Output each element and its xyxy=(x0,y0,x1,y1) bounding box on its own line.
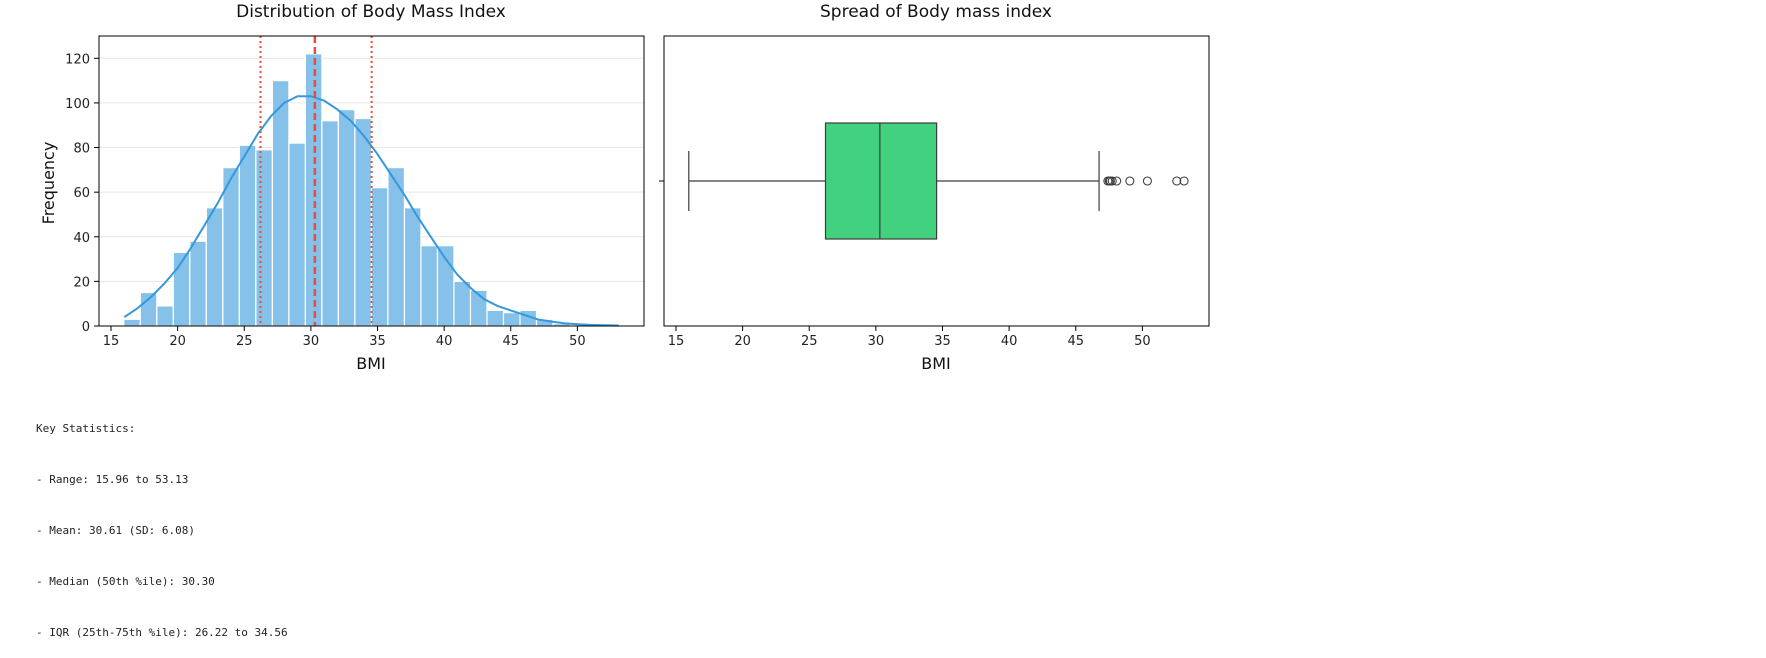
histogram-bar xyxy=(403,207,422,327)
histogram-panel: Distribution of Body Mass Index BMI Freq… xyxy=(39,2,645,373)
histogram-bar xyxy=(189,240,207,327)
x-tick-label: 20 xyxy=(734,334,751,349)
outlier-point xyxy=(1125,176,1135,186)
x-tick-label: 50 xyxy=(569,334,586,349)
y-tick-label: 40 xyxy=(73,231,90,246)
figure: Distribution of Body Mass Index BMI Freq… xyxy=(39,2,1210,373)
outlier-point xyxy=(1112,176,1122,186)
histogram-bar xyxy=(370,187,389,327)
boxplot-panel: Spread of Body mass index BMI 15 20 25 30 35… xyxy=(659,2,1210,373)
histogram-bar xyxy=(420,245,439,327)
stats-iqr: - IQR (25th-75th %ile): 26.22 to 34.56 xyxy=(36,626,288,639)
outlier-point xyxy=(1142,176,1152,186)
histogram-bar xyxy=(354,117,373,327)
x-tick-label: 35 xyxy=(934,334,951,349)
outlier-point xyxy=(1107,176,1117,186)
stats-median: - Median (50th %ile): 30.30 xyxy=(36,575,215,588)
histogram-bar xyxy=(123,318,141,327)
x-tick-label: 15 xyxy=(103,334,120,349)
x-tick-label: 15 xyxy=(668,334,685,349)
histogram-ylabel: Frequency xyxy=(39,142,58,225)
y-tick-label: 60 xyxy=(73,186,90,201)
histogram-bar xyxy=(486,309,505,327)
x-tick-label: 20 xyxy=(169,334,186,349)
x-tick-label: 35 xyxy=(369,334,386,349)
outlier-point xyxy=(1172,176,1182,186)
stats-range: - Range: 15.96 to 53.13 xyxy=(36,473,189,486)
x-tick-label: 25 xyxy=(236,334,253,349)
histogram-bar xyxy=(337,109,356,327)
histogram-bar xyxy=(156,305,174,327)
y-tick-label: 120 xyxy=(65,52,90,67)
histogram-title: Distribution of Body Mass Index xyxy=(236,2,506,22)
x-tick-label: 45 xyxy=(502,334,519,349)
y-tick-label: 80 xyxy=(73,142,90,157)
histogram-bar xyxy=(139,291,158,327)
outlier-point xyxy=(1179,176,1189,186)
histogram-bar xyxy=(238,144,257,327)
boxplot-title: Spread of Body mass index xyxy=(820,2,1052,22)
key-statistics: Key Statistics: - Range: 15.96 to 53.13 … xyxy=(36,386,288,658)
x-tick-label: 40 xyxy=(436,334,453,349)
histogram-bar xyxy=(205,207,224,327)
y-tick-label: 100 xyxy=(65,97,90,112)
histogram-bar xyxy=(502,312,521,327)
plot-frame xyxy=(98,35,645,327)
histogram-xlabel: BMI xyxy=(356,354,386,373)
stats-heading: Key Statistics: xyxy=(36,422,136,435)
x-tick-label: 40 xyxy=(1001,334,1018,349)
x-tick-label: 50 xyxy=(1134,334,1151,349)
y-tick-label: 0 xyxy=(82,320,90,335)
x-tick-label: 25 xyxy=(801,334,818,349)
x-tick-label: 30 xyxy=(868,334,885,349)
histogram-bar xyxy=(453,280,472,327)
histogram-bar xyxy=(222,167,240,327)
x-tick-label: 30 xyxy=(303,334,320,349)
y-tick-label: 20 xyxy=(73,275,90,290)
iqr-box xyxy=(824,122,938,240)
histogram-bar xyxy=(288,142,306,327)
x-tick-label: 45 xyxy=(1067,334,1084,349)
stats-mean: - Mean: 30.61 (SD: 6.08) xyxy=(36,524,195,537)
boxplot-xlabel: BMI xyxy=(921,354,951,373)
histogram-bar xyxy=(321,120,340,327)
histogram-bar xyxy=(255,149,273,327)
plot-frame xyxy=(663,35,1210,327)
histogram-bar xyxy=(271,80,290,327)
kde-curve xyxy=(123,95,619,327)
